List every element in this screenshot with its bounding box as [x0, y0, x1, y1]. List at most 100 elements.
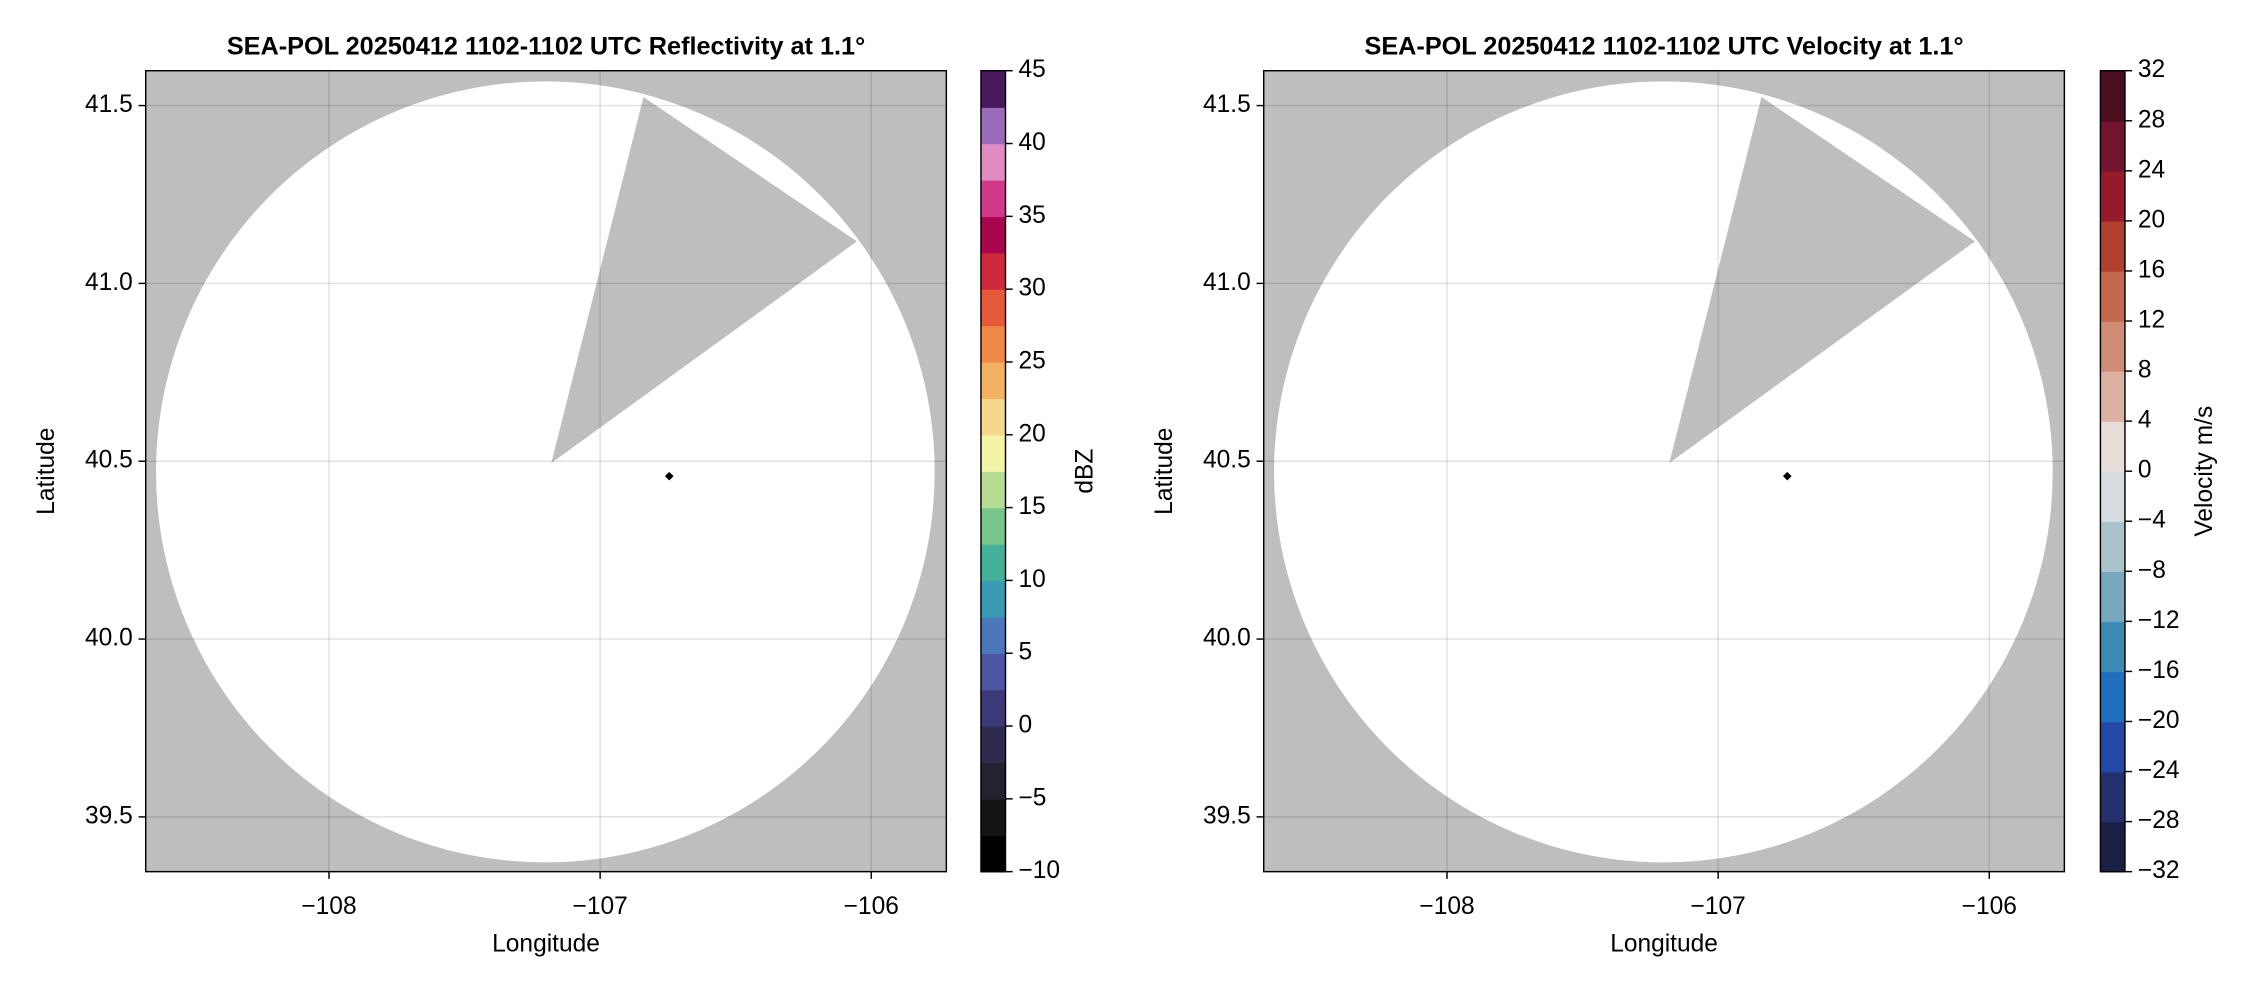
colorbar-tick-label: 35 — [1018, 202, 1045, 229]
colorbar-band — [2100, 371, 2125, 422]
colorbar-band — [980, 653, 1006, 691]
colorbar-tick-label: 12 — [2138, 306, 2165, 333]
axes-frame — [144, 69, 948, 873]
colorbar-tick-label: 4 — [2138, 407, 2152, 434]
colorbar-band — [2100, 571, 2125, 623]
colorbar-label: Velocity m/s — [2191, 406, 2218, 537]
x-tick-label: −106 — [1962, 893, 2017, 920]
y-tick-label: 40.5 — [85, 447, 133, 474]
colorbar-tick-label: 0 — [2138, 457, 2152, 484]
y-tick-label: 41.5 — [85, 91, 133, 118]
y-tick-label: 41.0 — [85, 269, 133, 296]
colorbar-band — [2100, 521, 2125, 573]
radar-coverage — [156, 81, 935, 863]
colorbar-band — [980, 70, 1006, 108]
colorbar-tick-label: 5 — [1018, 639, 1032, 666]
colorbar-tick-label: −20 — [2138, 707, 2180, 734]
colorbar-band — [2100, 621, 2125, 673]
colorbar-band — [980, 798, 1006, 836]
x-tick-label: −106 — [844, 893, 899, 920]
colorbar-tick-label: 40 — [1018, 129, 1045, 156]
colorbar-tick-label: 24 — [2138, 156, 2165, 183]
colorbar-band — [980, 762, 1006, 800]
x-tick-label: −107 — [573, 893, 628, 920]
colorbar-band — [980, 434, 1006, 472]
colorbar-tick-label: 0 — [1018, 712, 1032, 739]
panel: −108 −107 −106 39.5 40.0 40.5 41.0 41.5 SEA-POL … — [1151, 32, 2218, 957]
y-axis-label: Latitude — [33, 428, 60, 515]
colorbar-tick-label: −28 — [2138, 807, 2180, 834]
colorbar-frame — [980, 69, 1007, 873]
colorbar-tick-label: 15 — [1018, 493, 1045, 520]
colorbar-tick-label: 8 — [2138, 357, 2152, 384]
colorbar-band — [980, 689, 1006, 727]
y-tick-label: 40.0 — [85, 625, 133, 652]
colorbar-band — [2100, 70, 2125, 122]
colorbar-tick-label: −12 — [2138, 607, 2180, 634]
radar-site — [1782, 471, 1792, 481]
colorbar-band — [2100, 421, 2125, 472]
colorbar-band — [2100, 170, 2125, 222]
colorbar-tick-label: 25 — [1018, 347, 1045, 374]
axes-frame — [1262, 69, 2066, 873]
colorbar-band — [980, 507, 1006, 545]
x-tick-label: −107 — [1691, 893, 1746, 920]
colorbar-tick-label: −5 — [1018, 784, 1046, 811]
colorbar-band — [2100, 771, 2125, 823]
radar-coverage — [1274, 81, 2053, 863]
colorbar-tick-label: −32 — [2138, 857, 2180, 884]
colorbar-tick-label: 16 — [2138, 256, 2165, 283]
colorbar-tick-label: 32 — [2138, 56, 2165, 83]
x-axis-label: Longitude — [492, 931, 600, 958]
colorbar-band — [980, 398, 1006, 436]
radar-site — [664, 471, 674, 481]
panel: −108 −107 −106 39.5 40.0 40.5 41.0 41.5 SEA-POL … — [33, 32, 1098, 957]
colorbar-band — [2100, 220, 2125, 272]
colorbar-band — [2100, 120, 2125, 172]
colorbar-band — [980, 471, 1006, 509]
chart-title: SEA-POL 20250412 1102-1102 UTC Reflectiv… — [227, 32, 865, 60]
colorbar-label: dBZ — [1072, 449, 1099, 494]
colorbar-band — [2100, 471, 2125, 522]
colorbar-tick-label: 28 — [2138, 106, 2165, 133]
colorbar-band — [2100, 270, 2125, 322]
colorbar-tick-label: −4 — [2138, 507, 2166, 534]
x-tick-label: −108 — [301, 893, 356, 920]
colorbar-band — [980, 289, 1006, 327]
colorbar-band — [980, 361, 1006, 400]
colorbar-tick-label: 45 — [1018, 56, 1045, 83]
y-tick-label: 41.0 — [1203, 269, 1251, 296]
colorbar-tick-label: 30 — [1018, 275, 1045, 302]
colorbar-tick-label: −8 — [2138, 557, 2166, 584]
colorbar-band — [2100, 721, 2125, 773]
y-tick-label: 40.0 — [1203, 625, 1251, 652]
colorbar-band — [2100, 821, 2125, 873]
colorbar-band — [980, 544, 1006, 582]
chart-title: SEA-POL 20250412 1102-1102 UTC Velocity … — [1365, 32, 1964, 60]
colorbar-tick-label: −10 — [1018, 857, 1060, 884]
colorbar-band — [980, 107, 1006, 145]
colorbar-band — [980, 835, 1006, 873]
y-tick-label: 39.5 — [1203, 802, 1251, 829]
colorbar-tick-label: −24 — [2138, 757, 2180, 784]
colorbar-tick-label: −16 — [2138, 657, 2180, 684]
y-tick-label: 41.5 — [1203, 91, 1251, 118]
colorbar-band — [980, 580, 1006, 618]
y-tick-label: 40.5 — [1203, 447, 1251, 474]
colorbar-band — [980, 216, 1006, 254]
x-tick-label: −108 — [1419, 893, 1474, 920]
colorbar-band — [980, 252, 1006, 290]
field — [1263, 70, 2065, 872]
colorbar-band — [2100, 671, 2125, 723]
colorbar-tick-label: 10 — [1018, 566, 1045, 593]
colorbar-band — [980, 143, 1006, 181]
blocked-sector — [1669, 97, 1975, 464]
colorbar-band — [980, 616, 1006, 654]
colorbar-tick-label: 20 — [2138, 206, 2165, 233]
colorbar-band — [980, 726, 1006, 764]
blocked-sector — [551, 97, 857, 464]
field — [145, 70, 947, 872]
y-axis-label: Latitude — [1151, 428, 1178, 515]
